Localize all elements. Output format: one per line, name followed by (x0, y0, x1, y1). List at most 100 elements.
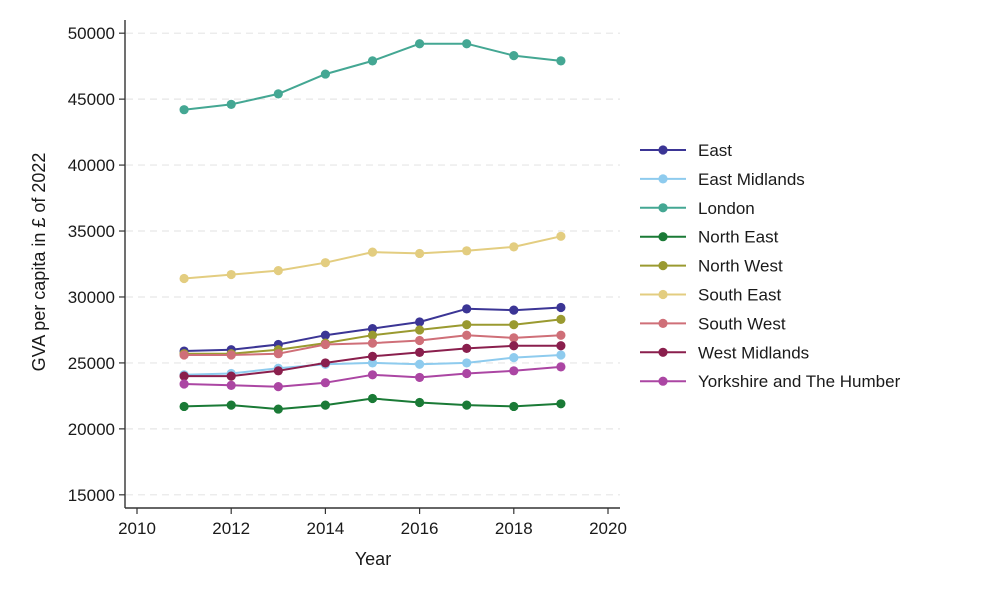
data-point-east (556, 302, 566, 313)
y-tick-label: 25000 (68, 354, 115, 373)
data-point-yorkshire-and-the-humber (509, 366, 519, 376)
data-point-south-west (415, 335, 425, 346)
legend-label: South East (698, 286, 781, 305)
data-point-east-midlands (509, 353, 519, 363)
data-point-south-west (462, 330, 472, 340)
data-point-west-midlands (509, 341, 519, 351)
data-point-yorkshire-and-the-humber (367, 370, 378, 380)
y-tick-label: 40000 (68, 156, 115, 175)
series-south-west (179, 330, 566, 360)
legend-label: North East (698, 228, 779, 247)
data-point-east (367, 324, 378, 334)
data-point-north-east (320, 400, 330, 410)
data-point-london (367, 56, 378, 66)
gridlines (126, 32, 620, 496)
legend-swatch-marker (658, 318, 668, 328)
data-point-london (415, 39, 425, 49)
data-point-london (226, 99, 236, 110)
legend-item-yorkshire-and-the-humber: Yorkshire and The Humber (640, 372, 901, 391)
series-lines (179, 39, 566, 414)
data-point-south-east (509, 242, 519, 252)
axes (124, 20, 620, 509)
data-point-east (415, 317, 425, 327)
data-point-east (320, 330, 330, 340)
data-point-west-midlands (462, 343, 472, 354)
legend-label: East (698, 141, 732, 160)
y-tick-label: 50000 (68, 24, 115, 43)
data-point-east-midlands (367, 358, 378, 368)
legend-label: Yorkshire and The Humber (698, 372, 901, 391)
data-point-london (556, 56, 566, 66)
legend-label: East Midlands (698, 170, 805, 189)
data-point-south-west (320, 339, 330, 350)
y-axis-ticks: 15000 20000 25000 30000 35000 40000 45000 50000 (68, 24, 125, 505)
legend-item-east: East (640, 141, 732, 160)
data-point-south-west (273, 349, 283, 359)
data-point-north-east (273, 404, 283, 414)
data-point-london (320, 69, 330, 79)
y-axis-title: GVA per capita in £ of 2022 (29, 153, 49, 372)
data-point-west-midlands (226, 371, 236, 381)
series-line-london (183, 42, 562, 111)
data-point-london (462, 39, 472, 49)
data-point-north-west (415, 325, 425, 335)
data-point-south-east (320, 258, 330, 268)
data-point-east-midlands (556, 350, 566, 360)
data-point-london (509, 51, 519, 61)
x-tick-label: 2020 (589, 519, 627, 538)
data-point-west-midlands (415, 347, 425, 357)
data-point-yorkshire-and-the-humber (273, 382, 283, 392)
series-west-midlands (179, 341, 566, 381)
data-point-yorkshire-and-the-humber (179, 379, 189, 389)
data-point-south-west (226, 350, 236, 360)
series-yorkshire-and-the-humber (179, 362, 566, 392)
data-point-south-west (556, 330, 566, 340)
legend-swatch-marker (658, 203, 668, 213)
legend-item-london: London (640, 199, 755, 218)
x-tick-label: 2010 (118, 519, 156, 538)
data-point-west-midlands (179, 371, 189, 381)
legend-swatch-marker (658, 232, 668, 242)
data-point-south-west (179, 350, 189, 360)
y-tick-label: 15000 (68, 486, 115, 505)
data-point-north-east (415, 397, 425, 408)
legend-label: South West (698, 314, 786, 333)
legend-swatch-marker (658, 347, 668, 357)
data-point-north-west (462, 320, 472, 330)
x-tick-label: 2016 (401, 519, 439, 538)
data-point-south-east (415, 248, 425, 259)
data-point-east-midlands (415, 359, 425, 369)
data-point-south-west (367, 338, 378, 348)
legend-swatch-marker (658, 261, 668, 271)
data-point-north-east (179, 401, 189, 412)
x-tick-label: 2014 (306, 519, 344, 538)
data-point-south-west (509, 333, 519, 343)
series-line-south-east (184, 235, 562, 280)
data-point-south-east (462, 246, 472, 256)
legend-item-west-midlands: West Midlands (640, 343, 809, 362)
x-axis-ticks: 2010 2012 2014 2016 2018 2020 (118, 508, 627, 538)
series-north-east (179, 393, 566, 414)
data-point-west-midlands (556, 341, 566, 351)
data-point-london (179, 105, 189, 115)
y-tick-label: 20000 (68, 420, 115, 439)
data-point-north-west (556, 314, 566, 324)
legend-item-south-west: South West (640, 314, 786, 333)
legend: East East Midlands London North East North W… (640, 141, 901, 391)
data-point-south-east (367, 247, 378, 257)
series-east (179, 302, 566, 356)
legend-item-south-east: South East (640, 286, 781, 305)
data-point-west-midlands (320, 358, 330, 368)
data-point-yorkshire-and-the-humber (320, 378, 330, 388)
data-point-north-west (367, 330, 378, 340)
legend-swatch-marker (658, 174, 668, 184)
legend-swatch-marker (658, 289, 668, 300)
y-tick-label: 35000 (68, 222, 115, 241)
data-point-yorkshire-and-the-humber (556, 362, 566, 372)
y-tick-label: 30000 (68, 288, 115, 307)
legend-label: West Midlands (698, 343, 809, 362)
data-point-yorkshire-and-the-humber (226, 380, 236, 390)
legend-swatch-marker (658, 376, 668, 386)
legend-label: London (698, 199, 755, 218)
legend-item-east-midlands: East Midlands (640, 170, 805, 189)
